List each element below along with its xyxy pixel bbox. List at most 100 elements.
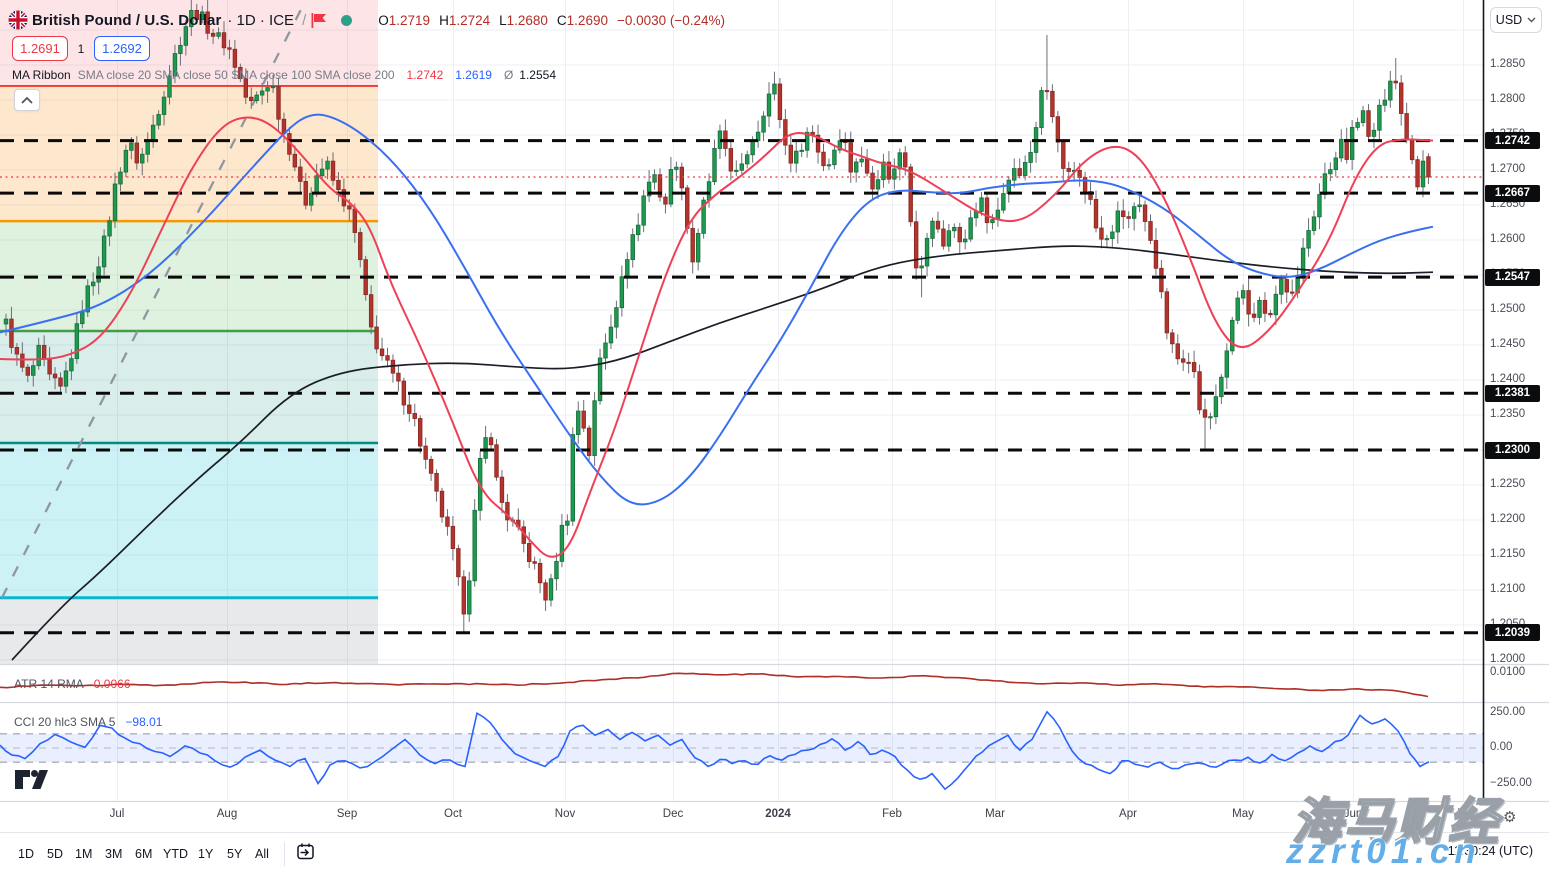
collapse-legend-button[interactable] <box>14 89 40 111</box>
candles-layer <box>3 0 1431 635</box>
go-to-date-button[interactable] <box>295 841 316 867</box>
sma50-value: 1.2619 <box>455 68 492 82</box>
range-button-ytd[interactable]: YTD <box>163 847 188 861</box>
range-button-1y[interactable]: 1Y <box>198 847 214 861</box>
sma20-value: 1.2742 <box>406 68 444 82</box>
price-tick: 1.2700 <box>1490 163 1526 175</box>
price-level-tag: 1.2039 <box>1485 624 1540 642</box>
high-value: 1.2724 <box>448 12 491 28</box>
ohlc-values: O1.2719 H1.2724 L1.2680 C1.2690 −0.0030 … <box>378 12 726 28</box>
ma-ribbon-legend[interactable]: MA Ribbon SMA close 20 SMA close 50 SMA … <box>12 66 556 84</box>
open-value: 1.2719 <box>388 12 431 28</box>
cci-value: −98.01 <box>125 715 163 729</box>
price-level-tag: 1.2547 <box>1485 268 1540 286</box>
time-axis-label: 2024 <box>765 808 791 820</box>
price-tick: 1.2150 <box>1490 548 1526 560</box>
time-axis-label: Dec <box>662 808 684 820</box>
time-axis-label: Apr <box>1119 808 1137 820</box>
atr-value: 0.0066 <box>93 677 131 691</box>
flag-marker-icon[interactable] <box>311 12 327 28</box>
indicator-scale-tick: 0.0100 <box>1490 666 1526 678</box>
time-axis-label: Jul <box>1455 808 1471 820</box>
bid-ask-panel: 1.2691 1 1.2692 <box>12 36 150 61</box>
chevron-down-icon <box>1527 17 1536 23</box>
atr-line <box>0 672 1429 698</box>
key-levels <box>0 139 1483 635</box>
change-value: −0.0030 (−0.24%) <box>616 12 726 28</box>
range-button-5d[interactable]: 5D <box>47 847 63 861</box>
price-tick: 1.2000 <box>1490 653 1526 665</box>
time-axis-label: Jul <box>109 808 125 820</box>
time-axis-label: Oct <box>444 808 462 820</box>
price-level-tag: 1.2381 <box>1485 384 1540 402</box>
indicator-scale-tick: 250.00 <box>1490 705 1526 718</box>
atr-indicator-legend[interactable]: ATR 14 RMA 0.0066 <box>14 677 131 691</box>
time-axis-label: Nov <box>554 808 576 820</box>
indicator-scale-tick: 0.00 <box>1490 741 1513 753</box>
clock-utc[interactable]: 11:30:24 (UTC) <box>1447 844 1533 858</box>
bottom-toolbar: 1D 5D 1M 3M 6M YTD 1Y 5Y All 11:30:24 (UTC) <box>0 833 1549 873</box>
tradingview-logo[interactable] <box>15 770 48 789</box>
chevron-up-icon <box>21 96 33 104</box>
atr-title: ATR 14 RMA <box>14 677 84 691</box>
price-tick: 1.2800 <box>1490 93 1526 105</box>
time-axis-label: Aug <box>216 808 238 820</box>
price-level-tag: 1.2300 <box>1485 441 1540 459</box>
chart-legend-header: British Pound / U.S. Dollar · 1D · ICE /… <box>8 8 725 32</box>
average-symbol: Ø <box>503 68 514 82</box>
time-axis-label: May <box>1232 808 1254 820</box>
indicator-scale-tick: −250.00 <box>1490 776 1532 789</box>
range-button-3m[interactable]: 3M <box>105 847 123 861</box>
price-tick: 1.2450 <box>1490 338 1526 350</box>
close-value: 1.2690 <box>566 12 608 28</box>
price-level-tag: 1.2667 <box>1485 184 1540 202</box>
gb-flag-icon <box>8 10 28 30</box>
watermark-url: zzrt01.cn <box>1286 832 1481 871</box>
cci-indicator-legend[interactable]: CCI 20 hlc3 SMA 5 −98.01 <box>14 715 162 729</box>
watermark-cjk: 海马财经 <box>1291 793 1500 851</box>
sma200-value: 1.2554 <box>519 68 556 82</box>
ma-line-sma20 <box>0 116 1434 558</box>
price-tick: 1.2600 <box>1490 233 1526 245</box>
price-zones <box>0 0 378 664</box>
low-value: 1.2680 <box>506 12 548 28</box>
time-axis-label: Sep <box>336 808 358 820</box>
cci-band <box>0 733 1483 763</box>
cci-title: CCI 20 hlc3 SMA 5 <box>14 715 116 729</box>
price-level-tag: 1.2742 <box>1485 132 1540 150</box>
ma-ribbon-title: MA Ribbon <box>12 68 71 82</box>
gear-icon[interactable]: ⚙ <box>1503 809 1517 826</box>
spread-value: 1 <box>77 41 85 56</box>
range-button-6m[interactable]: 6M <box>135 847 153 861</box>
ma-lines <box>0 113 1434 661</box>
price-tick: 1.2350 <box>1490 408 1526 420</box>
time-axis-label: Mar <box>985 808 1005 820</box>
time-axis-label: Feb <box>882 808 902 820</box>
range-button-all[interactable]: All <box>255 847 269 861</box>
price-tick: 1.2500 <box>1490 303 1526 315</box>
price-tick: 1.2250 <box>1490 478 1526 490</box>
currency-selector[interactable]: USD <box>1490 7 1542 33</box>
market-status-dot[interactable] <box>341 14 353 26</box>
range-button-5y[interactable]: 5Y <box>227 847 243 861</box>
cci-line <box>0 710 1430 791</box>
price-tick: 1.2100 <box>1490 583 1526 595</box>
calendar-icon <box>297 843 314 860</box>
toolbar-divider <box>284 842 285 866</box>
price-tick: 1.2850 <box>1490 58 1526 70</box>
currency-label: USD <box>1495 13 1523 27</box>
ma-line-sma50 <box>0 113 1434 506</box>
price-tick: 1.2200 <box>1490 513 1526 525</box>
symbol-title[interactable]: British Pound / U.S. Dollar <box>32 11 222 29</box>
symbol-interval-exchange[interactable]: · 1D · ICE <box>227 11 295 29</box>
price-tick: 1.2400 <box>1490 373 1526 385</box>
range-button-1d[interactable]: 1D <box>18 847 34 861</box>
ma-ribbon-params: SMA close 20 SMA close 50 SMA close 100 … <box>77 68 395 82</box>
sell-bid-button[interactable]: 1.2691 <box>12 36 68 61</box>
time-axis-label: Jun <box>1343 808 1363 820</box>
range-button-1m[interactable]: 1M <box>75 847 93 861</box>
ma-line-sma200 <box>11 245 1434 661</box>
buy-ask-button[interactable]: 1.2692 <box>94 36 150 61</box>
